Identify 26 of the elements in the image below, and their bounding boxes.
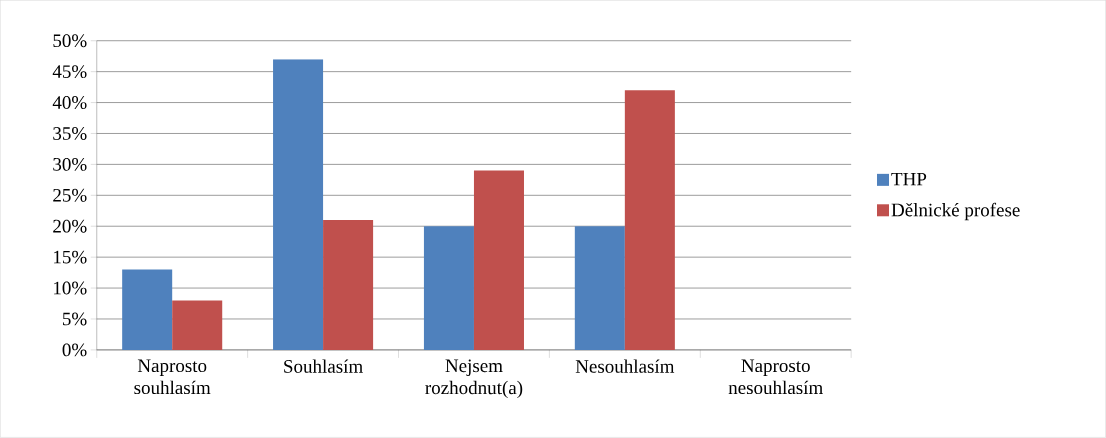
y-tick-label: 10% bbox=[54, 281, 87, 295]
legend-label: Dělnické profese bbox=[891, 203, 1020, 221]
y-tick-label: 30% bbox=[53, 158, 87, 172]
bar bbox=[273, 59, 324, 351]
bar bbox=[323, 220, 374, 351]
bar bbox=[122, 269, 173, 351]
bar bbox=[172, 300, 223, 351]
bar bbox=[473, 170, 524, 351]
bar bbox=[423, 226, 474, 351]
y-tick-label: 25% bbox=[53, 189, 87, 202]
x-tick-label: Nesouhlasím bbox=[575, 359, 675, 374]
y-tick-label: 20% bbox=[53, 219, 87, 233]
y-tick-label: 40% bbox=[52, 96, 87, 110]
x-tick-label: Nejsem rozhodnut(a) bbox=[425, 359, 523, 399]
legend-label: THP bbox=[891, 173, 927, 186]
x-tick-label: Souhlasím bbox=[284, 359, 363, 374]
y-tick-label: 15% bbox=[54, 250, 87, 264]
y-tick-label: 50% bbox=[53, 34, 87, 48]
y-tick-label: 5% bbox=[62, 312, 87, 326]
x-tick-label: Naprosto souhlasím bbox=[134, 359, 211, 395]
y-tick-label: 35% bbox=[53, 127, 87, 141]
y-tick-label: 45% bbox=[52, 65, 87, 79]
bar bbox=[574, 226, 625, 351]
x-tick-label: Naprosto nesouhlasím bbox=[728, 359, 823, 395]
bar bbox=[624, 90, 675, 351]
y-tick-label: 0% bbox=[62, 343, 87, 357]
